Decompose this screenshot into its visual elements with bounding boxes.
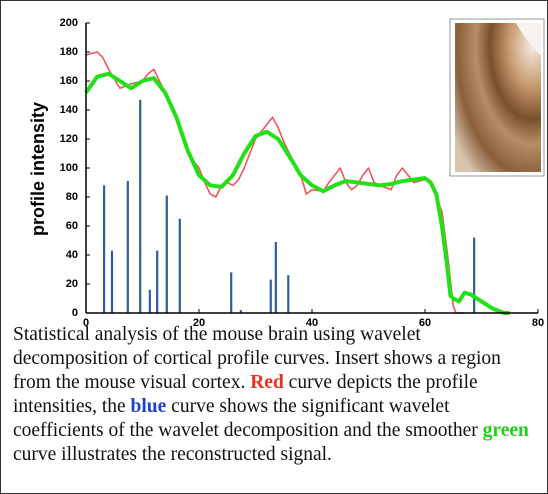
caption-highlight: green — [482, 420, 529, 441]
caption-text: curve illustrates the reconstructed sign… — [13, 444, 332, 465]
y-tick-label: 140 — [60, 104, 78, 116]
curve — [84, 71, 510, 315]
x-tick-label: 60 — [419, 317, 431, 326]
x-tick-label: 0 — [83, 317, 89, 326]
y-tick-label: 180 — [60, 46, 78, 58]
caption-text: curve depicts the profile intensities, t… — [13, 372, 478, 417]
y-tick-label: 60 — [66, 220, 78, 232]
chart: profile intensity 0 20 40 60 80 100 120 140 160 1… — [28, 17, 545, 329]
x-tick-label: 40 — [306, 317, 318, 326]
y-tick-label: 120 — [60, 133, 78, 145]
insert-image — [449, 18, 545, 177]
x-tick-label: 80 — [532, 317, 544, 326]
y-tick-label: 40 — [66, 249, 78, 261]
caption: Statistical analysis of the mouse brain … — [13, 323, 539, 467]
y-tick-label: 100 — [60, 162, 78, 174]
y-axis-label: profile intensity — [28, 102, 48, 236]
curve — [85, 51, 465, 314]
caption-text: Statistical analysis of the mouse brain … — [13, 324, 501, 393]
y-tick-label: 0 — [72, 307, 78, 319]
y-tick-label: 160 — [60, 75, 78, 87]
caption-highlight: blue — [130, 396, 167, 417]
y-tick-label: 200 — [60, 17, 78, 29]
caption-highlight: Red — [250, 372, 284, 393]
y-tick-label: 80 — [66, 191, 78, 203]
caption-text: curve shows the significant wavelet coef… — [13, 396, 483, 441]
x-tick-label: 20 — [193, 317, 205, 326]
y-tick-label: 20 — [66, 278, 78, 290]
